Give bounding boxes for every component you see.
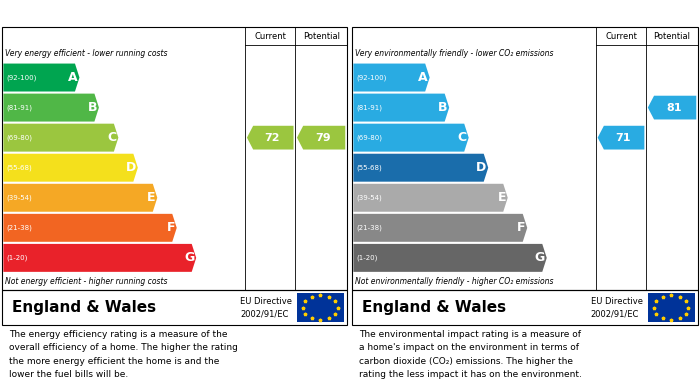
Text: F: F	[517, 221, 526, 234]
Text: E: E	[147, 191, 155, 204]
Polygon shape	[354, 124, 469, 152]
Bar	[648, 293, 694, 322]
Text: E: E	[498, 191, 506, 204]
Text: 71: 71	[615, 133, 631, 143]
Text: F: F	[167, 221, 175, 234]
Text: G: G	[184, 251, 195, 264]
Polygon shape	[354, 244, 547, 272]
Text: 72: 72	[265, 133, 280, 143]
Text: (81-91): (81-91)	[6, 104, 32, 111]
Text: Not energy efficient - higher running costs: Not energy efficient - higher running co…	[6, 277, 168, 286]
Text: Potential: Potential	[654, 32, 690, 41]
Polygon shape	[354, 184, 508, 212]
Polygon shape	[354, 93, 449, 122]
Polygon shape	[648, 96, 696, 120]
Text: England & Wales: England & Wales	[363, 300, 507, 315]
Polygon shape	[4, 93, 99, 122]
Text: Not environmentally friendly - higher CO₂ emissions: Not environmentally friendly - higher CO…	[356, 277, 554, 286]
Polygon shape	[4, 64, 80, 91]
Text: The energy efficiency rating is a measure of the
overall efficiency of a home. T: The energy efficiency rating is a measur…	[9, 330, 238, 379]
Polygon shape	[354, 154, 488, 182]
Text: (39-54): (39-54)	[356, 194, 382, 201]
Text: D: D	[476, 161, 486, 174]
Text: Energy Efficiency Rating: Energy Efficiency Rating	[10, 7, 194, 20]
Bar	[297, 293, 344, 322]
Text: England & Wales: England & Wales	[13, 300, 157, 315]
Polygon shape	[247, 126, 293, 149]
Polygon shape	[297, 126, 345, 149]
Text: (69-80): (69-80)	[356, 135, 382, 141]
Polygon shape	[4, 124, 118, 152]
Polygon shape	[4, 214, 176, 242]
Text: Current: Current	[605, 32, 637, 41]
Polygon shape	[354, 64, 430, 91]
Text: A: A	[419, 71, 428, 84]
Text: EU Directive
2002/91/EC: EU Directive 2002/91/EC	[240, 297, 292, 318]
Text: (1-20): (1-20)	[356, 255, 377, 261]
Text: B: B	[438, 101, 447, 114]
Text: 81: 81	[666, 102, 682, 113]
Text: The environmental impact rating is a measure of
a home's impact on the environme: The environmental impact rating is a mea…	[359, 330, 582, 379]
Text: (21-38): (21-38)	[6, 224, 32, 231]
Text: G: G	[535, 251, 545, 264]
Polygon shape	[4, 154, 138, 182]
Text: D: D	[126, 161, 136, 174]
Text: (39-54): (39-54)	[6, 194, 32, 201]
Text: (21-38): (21-38)	[356, 224, 382, 231]
Text: (81-91): (81-91)	[356, 104, 382, 111]
Text: Environmental Impact (CO₂) Rating: Environmental Impact (CO₂) Rating	[360, 7, 623, 20]
Text: (92-100): (92-100)	[356, 74, 386, 81]
Polygon shape	[4, 244, 196, 272]
Text: Very energy efficient - lower running costs: Very energy efficient - lower running co…	[6, 49, 168, 59]
Text: (55-68): (55-68)	[6, 165, 32, 171]
Text: B: B	[88, 101, 97, 114]
Text: (92-100): (92-100)	[6, 74, 36, 81]
Text: (69-80): (69-80)	[6, 135, 32, 141]
Polygon shape	[354, 214, 527, 242]
Text: Very environmentally friendly - lower CO₂ emissions: Very environmentally friendly - lower CO…	[356, 49, 554, 59]
Polygon shape	[598, 126, 645, 149]
Text: 79: 79	[315, 133, 331, 143]
Text: Current: Current	[254, 32, 286, 41]
Text: (55-68): (55-68)	[356, 165, 382, 171]
Text: (1-20): (1-20)	[6, 255, 27, 261]
Text: A: A	[68, 71, 78, 84]
Text: C: C	[458, 131, 467, 144]
Text: C: C	[108, 131, 117, 144]
Text: EU Directive
2002/91/EC: EU Directive 2002/91/EC	[591, 297, 643, 318]
Polygon shape	[4, 184, 158, 212]
Text: Potential: Potential	[302, 32, 340, 41]
